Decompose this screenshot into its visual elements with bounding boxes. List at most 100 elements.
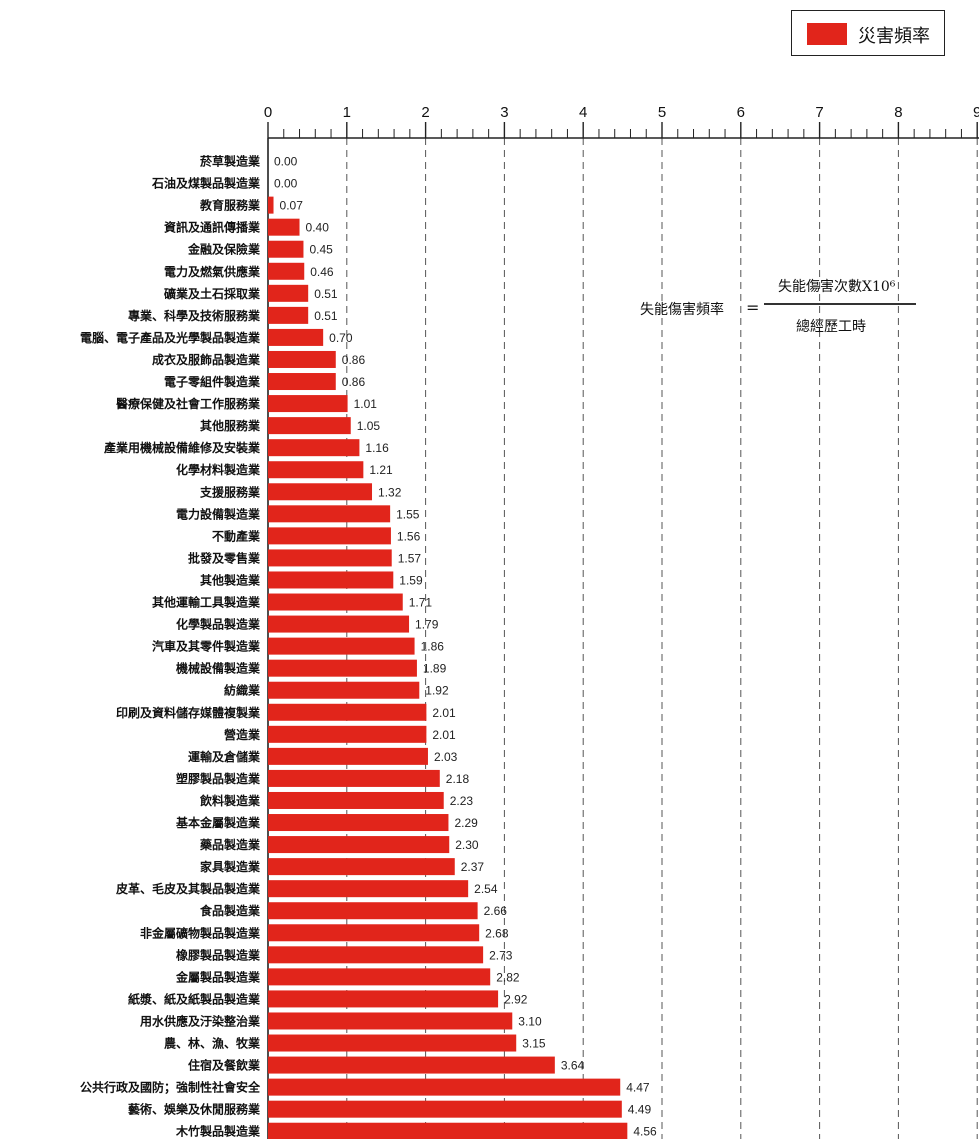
data-label: 0.51 — [314, 287, 338, 301]
data-label: 4.56 — [633, 1125, 657, 1139]
legend-label: 災害頻率 — [858, 26, 930, 47]
bar — [268, 769, 440, 787]
bar — [268, 439, 360, 457]
bar — [268, 791, 444, 809]
category-label: 用水供應及汙染整治業 — [139, 1013, 261, 1028]
category-label: 成衣及服飾品製造業 — [152, 352, 261, 367]
data-label: 0.00 — [274, 155, 298, 169]
data-label: 1.56 — [397, 529, 421, 543]
category-label: 電力設備製造業 — [176, 506, 261, 521]
data-label: 4.47 — [626, 1081, 650, 1095]
frequency-formula: 失能傷害頻率 = 失能傷害次數X10⁶ 總經歷工時 — [640, 274, 930, 344]
x-tick-label: 5 — [658, 104, 666, 121]
data-label: 1.16 — [365, 441, 389, 455]
category-label: 石油及煤製品製造業 — [151, 176, 261, 191]
data-label: 1.57 — [398, 551, 422, 565]
bar — [268, 306, 309, 324]
category-label: 基本金屬製造業 — [175, 815, 261, 830]
x-tick-label: 2 — [421, 104, 429, 121]
bar — [268, 1078, 621, 1096]
bar — [268, 218, 300, 236]
data-label: 2.29 — [454, 816, 478, 830]
data-label: 2.30 — [455, 838, 479, 852]
category-label: 木竹製品製造業 — [175, 1124, 261, 1139]
bar — [268, 1122, 628, 1139]
category-label: 飲料製造業 — [199, 793, 261, 808]
category-label: 營造業 — [224, 727, 261, 742]
bar — [268, 350, 336, 368]
x-tick-label: 7 — [815, 104, 823, 121]
category-label: 電腦、電子產品及光學製品製造業 — [80, 330, 261, 345]
category-label: 金屬製品製造業 — [175, 969, 261, 984]
category-label: 運輸及倉儲業 — [188, 749, 261, 764]
data-label: 1.92 — [425, 684, 449, 698]
bar — [268, 637, 415, 655]
category-label: 其他製造業 — [200, 572, 261, 587]
category-label: 礦業及土石採取業 — [164, 286, 261, 301]
category-label: 其他服務業 — [200, 418, 261, 433]
data-label: 2.54 — [474, 882, 498, 896]
data-label: 0.86 — [342, 375, 366, 389]
data-label: 1.89 — [423, 662, 447, 676]
bar — [268, 549, 392, 567]
category-label: 電力及燃氣供應業 — [164, 264, 261, 279]
category-label: 菸草製造業 — [200, 154, 261, 169]
x-tick-label: 8 — [894, 104, 902, 121]
bar — [268, 593, 403, 611]
data-label: 2.73 — [489, 948, 513, 962]
category-label: 機械設備製造業 — [176, 661, 261, 676]
bar — [268, 483, 373, 501]
category-label: 批發及零售業 — [188, 550, 261, 565]
category-label: 紡織業 — [224, 683, 261, 698]
category-label: 家具製造業 — [200, 859, 261, 874]
data-label: 4.49 — [628, 1103, 652, 1117]
x-tick-label: 1 — [343, 104, 351, 121]
data-label: 2.23 — [450, 794, 474, 808]
formula-fraction-line — [764, 303, 916, 305]
category-label: 紙漿、紙及紙製品製造業 — [128, 991, 261, 1006]
data-label: 2.82 — [496, 970, 520, 984]
bar — [268, 681, 420, 699]
data-label: 2.18 — [446, 772, 470, 786]
bar — [268, 571, 394, 589]
bar — [268, 1100, 622, 1118]
data-label: 1.32 — [378, 485, 402, 499]
x-tick-label: 6 — [737, 104, 745, 121]
bar — [268, 262, 305, 280]
legend-swatch — [807, 23, 847, 45]
bar — [268, 659, 417, 677]
data-label: 0.45 — [309, 243, 333, 257]
category-label: 金融及保險業 — [187, 242, 261, 257]
category-label: 住宿及餐飲業 — [188, 1058, 261, 1073]
data-label: 0.07 — [280, 199, 304, 213]
bar — [268, 1056, 555, 1074]
bar — [268, 836, 450, 854]
bar — [268, 284, 309, 302]
bar — [268, 814, 449, 832]
category-label: 資訊及通訊傳播業 — [164, 220, 261, 235]
bar — [268, 858, 455, 876]
category-label: 化學製品製造業 — [176, 617, 261, 632]
category-label: 產業用機械設備維修及安裝業 — [103, 440, 261, 455]
bar — [268, 328, 324, 346]
data-label: 1.05 — [357, 419, 381, 433]
category-label: 不動產業 — [212, 528, 261, 543]
bar — [268, 505, 391, 523]
data-label: 0.86 — [342, 353, 366, 367]
x-tick-label: 3 — [500, 104, 508, 121]
category-label: 橡膠製品製造業 — [176, 947, 261, 962]
category-label: 非金屬礦物製品製造業 — [140, 925, 261, 940]
bar — [268, 880, 469, 898]
category-label: 專業、科學及技術服務業 — [128, 308, 261, 323]
category-label: 支援服務業 — [199, 484, 261, 499]
data-label: 2.66 — [484, 904, 508, 918]
bar — [268, 946, 484, 964]
data-label: 1.55 — [396, 507, 420, 521]
data-label: 0.70 — [329, 331, 353, 345]
category-label: 藝術、娛樂及休閒服務業 — [128, 1102, 261, 1117]
category-label: 汽車及其零件製造業 — [152, 639, 261, 654]
bar — [268, 1012, 513, 1030]
data-label: 2.92 — [504, 992, 528, 1006]
data-label: 1.86 — [421, 640, 445, 654]
